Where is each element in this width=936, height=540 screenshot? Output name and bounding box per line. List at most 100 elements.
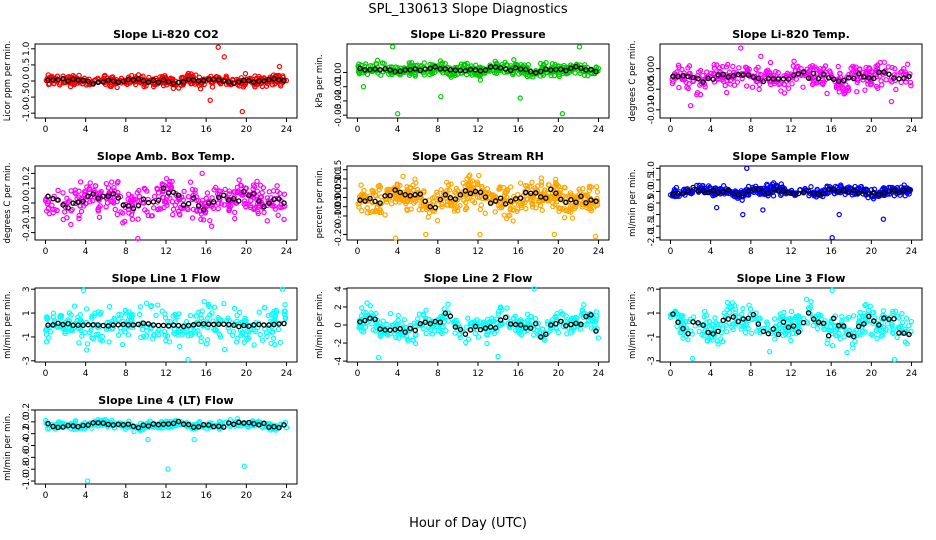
data-point [732,306,739,313]
data-point [888,98,895,105]
data-point [462,206,469,213]
hourly-mean-point [745,315,752,322]
y-tick-label: 0 [334,322,344,328]
hourly-mean-point [55,320,61,327]
data-point [523,205,529,212]
data-point [793,76,800,82]
data-point [259,190,265,196]
hourly-mean-point [680,190,686,197]
data-point [95,208,102,214]
data-point [754,328,760,334]
data-point [477,206,484,213]
data-point [434,189,440,195]
hourly-mean-point [891,316,897,322]
hourly-mean-point [135,76,142,82]
data-point [579,307,585,313]
x-tick-label: 20 [553,247,565,257]
data-point [543,60,549,66]
data-point [118,209,124,215]
data-point [400,173,406,180]
y-axis-label: ml/min per min. [3,291,13,359]
data-point [808,298,814,305]
data-point [771,316,778,322]
data-point [593,184,600,190]
data-point [904,61,911,67]
hourly-mean-point [568,321,574,328]
figure-title: SPL_130613 Slope Diagnostics [368,2,568,17]
hourly-mean-point [452,67,459,73]
hourly-mean-point [901,330,907,336]
hourly-mean-point [472,188,479,195]
hourly-mean-point [100,193,106,200]
hourly-mean-point [715,72,721,78]
data-point [444,202,450,208]
data-point [404,207,411,214]
hourly-mean-point [830,186,837,192]
data-point [218,419,224,425]
hourly-mean-point [845,188,852,195]
data-point [269,200,275,207]
data-point [119,341,126,348]
data-point [853,64,859,70]
hourly-mean-point [70,200,76,206]
data-point [555,329,562,336]
hourly-mean-point [685,73,691,80]
hourly-mean-point [871,75,877,82]
data-point [580,185,586,192]
data-point [723,322,729,328]
data-point [214,328,220,334]
hourly-mean-point [226,197,232,203]
data-point [230,328,237,335]
hourly-mean-point [856,323,862,330]
hourly-mean-point [402,191,408,198]
data-point [76,340,82,346]
data-point [165,466,171,472]
hourly-mean-point [130,423,137,430]
hourly-mean-point [85,78,91,85]
y-tick-label: -0.5 [22,88,32,106]
hourly-mean-point [472,67,479,73]
hourly-mean-point [512,321,519,328]
hourly-mean-point [241,77,247,84]
data-point [151,193,158,200]
data-point [814,325,821,332]
hourly-mean-point [55,197,61,203]
data-point [270,335,277,341]
hourly-mean-point [357,319,363,325]
hourly-mean-point [120,202,127,208]
data-point [387,310,394,317]
hourly-mean-point [170,322,177,328]
data-point [839,84,845,91]
data-point [163,175,170,182]
data-point [465,195,471,202]
data-point [95,331,101,338]
data-point [745,191,751,198]
data-point [482,210,488,217]
hourly-mean-point [110,422,117,428]
data-points [355,44,602,117]
data-point [890,308,896,315]
x-tick-label: 16 [200,125,212,135]
y-tick-label: 0.000 [647,56,657,82]
data-point [188,332,194,338]
hourly-mean-point [780,187,787,194]
data-point [108,179,115,185]
data-point [828,327,835,334]
data-point [773,68,779,75]
x-tick-label: 12 [160,491,171,501]
y-tick-label: 0.05 [334,178,344,198]
y-axis-label: ml/min per min. [628,291,638,359]
hourly-mean-point [548,322,554,328]
hourly-mean-point [105,323,112,329]
hourly-mean-point [105,421,112,428]
data-point [205,301,212,308]
y-tick-label: -0.4 [22,436,32,454]
data-point [824,90,830,97]
hourly-mean-point [397,189,403,196]
hourly-mean-point [568,65,574,71]
data-point [593,313,600,319]
x-tick-label: 4 [83,247,89,257]
hourly-mean-point [795,329,802,335]
data-point [226,191,232,197]
